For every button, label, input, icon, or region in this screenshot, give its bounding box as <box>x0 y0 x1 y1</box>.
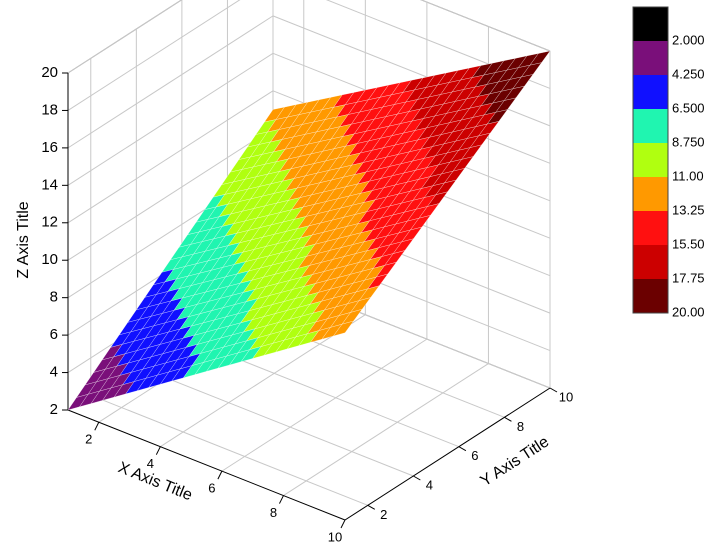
x-tick <box>155 446 161 455</box>
y-tick-label: 10 <box>559 389 573 404</box>
x-tick-label: 10 <box>328 529 342 544</box>
z-axis-title: Z Axis Title <box>15 201 32 278</box>
z-tick-label: 12 <box>41 214 58 231</box>
grid-line <box>67 15 274 149</box>
y-tick <box>367 504 376 510</box>
colorbar-label: 11.00 <box>672 168 704 183</box>
grid-line <box>67 52 274 186</box>
z-tick-label: 2 <box>50 401 58 418</box>
grid-line <box>420 0 551 52</box>
x-tick <box>340 519 346 529</box>
grid-line <box>90 394 368 506</box>
colorbar-label: 17.75 <box>672 270 705 285</box>
y-tick <box>504 416 512 422</box>
colorbar-block <box>633 245 668 279</box>
colorbar-block <box>633 109 668 143</box>
y-tick <box>413 475 421 481</box>
grid-line <box>283 363 489 496</box>
grid-line <box>67 127 274 261</box>
colorbar-label: 6.500 <box>672 100 705 115</box>
z-tick-label: 10 <box>41 251 58 268</box>
box-edge <box>67 0 183 74</box>
x-tick-label: 2 <box>85 432 92 447</box>
z-tick-label: 14 <box>41 176 58 193</box>
colorbar-block <box>633 211 668 245</box>
x-tick <box>278 495 284 504</box>
y-tick-label: 4 <box>426 477 433 492</box>
x-tick-label: 8 <box>270 505 277 520</box>
colorbar-label: 20.00 <box>672 304 705 319</box>
colorbar-block <box>633 177 668 211</box>
colorbar-label: 4.250 <box>672 66 705 81</box>
y-axis <box>344 387 551 521</box>
z-tick-label: 18 <box>41 101 58 118</box>
y-tick <box>549 387 558 393</box>
x-tick-label: 4 <box>147 456 154 471</box>
z-tick-label: 20 <box>41 64 58 81</box>
x-tick <box>217 470 223 480</box>
z-tick-label: 16 <box>41 139 58 156</box>
box-edge <box>420 0 551 52</box>
colorbar-label: 2.000 <box>672 32 705 47</box>
z-tick-label: 6 <box>50 326 58 343</box>
surface-patch <box>332 320 355 337</box>
grid-line <box>67 90 274 224</box>
colorbar-block <box>633 279 668 313</box>
x-axis <box>67 409 346 521</box>
colorbar-frame <box>632 6 669 314</box>
colorbar-block <box>633 7 668 41</box>
z-tick-label: 4 <box>50 364 58 381</box>
colorbar-block <box>633 75 668 109</box>
colorbar-label: 15.50 <box>672 236 705 251</box>
colorbar-label: 13.25 <box>672 202 705 217</box>
y-tick-label: 8 <box>517 419 524 434</box>
y-tick-label: 6 <box>471 448 478 463</box>
grid-line <box>67 0 183 74</box>
grid-line <box>136 365 414 477</box>
grid-line <box>67 0 241 111</box>
colorbar-block <box>633 143 668 177</box>
grid-line <box>221 338 428 472</box>
x-axis-title: X Axis Title <box>116 459 195 504</box>
y-tick-label: 2 <box>380 507 387 522</box>
x-tick <box>94 421 100 431</box>
y-axis-title: Y Axis Title <box>478 433 553 490</box>
colorbar-block <box>633 41 668 75</box>
x-tick-label: 6 <box>208 481 215 496</box>
y-tick <box>458 446 467 452</box>
z-tick-label: 8 <box>50 289 58 306</box>
colorbar-label: 8.750 <box>672 134 705 149</box>
